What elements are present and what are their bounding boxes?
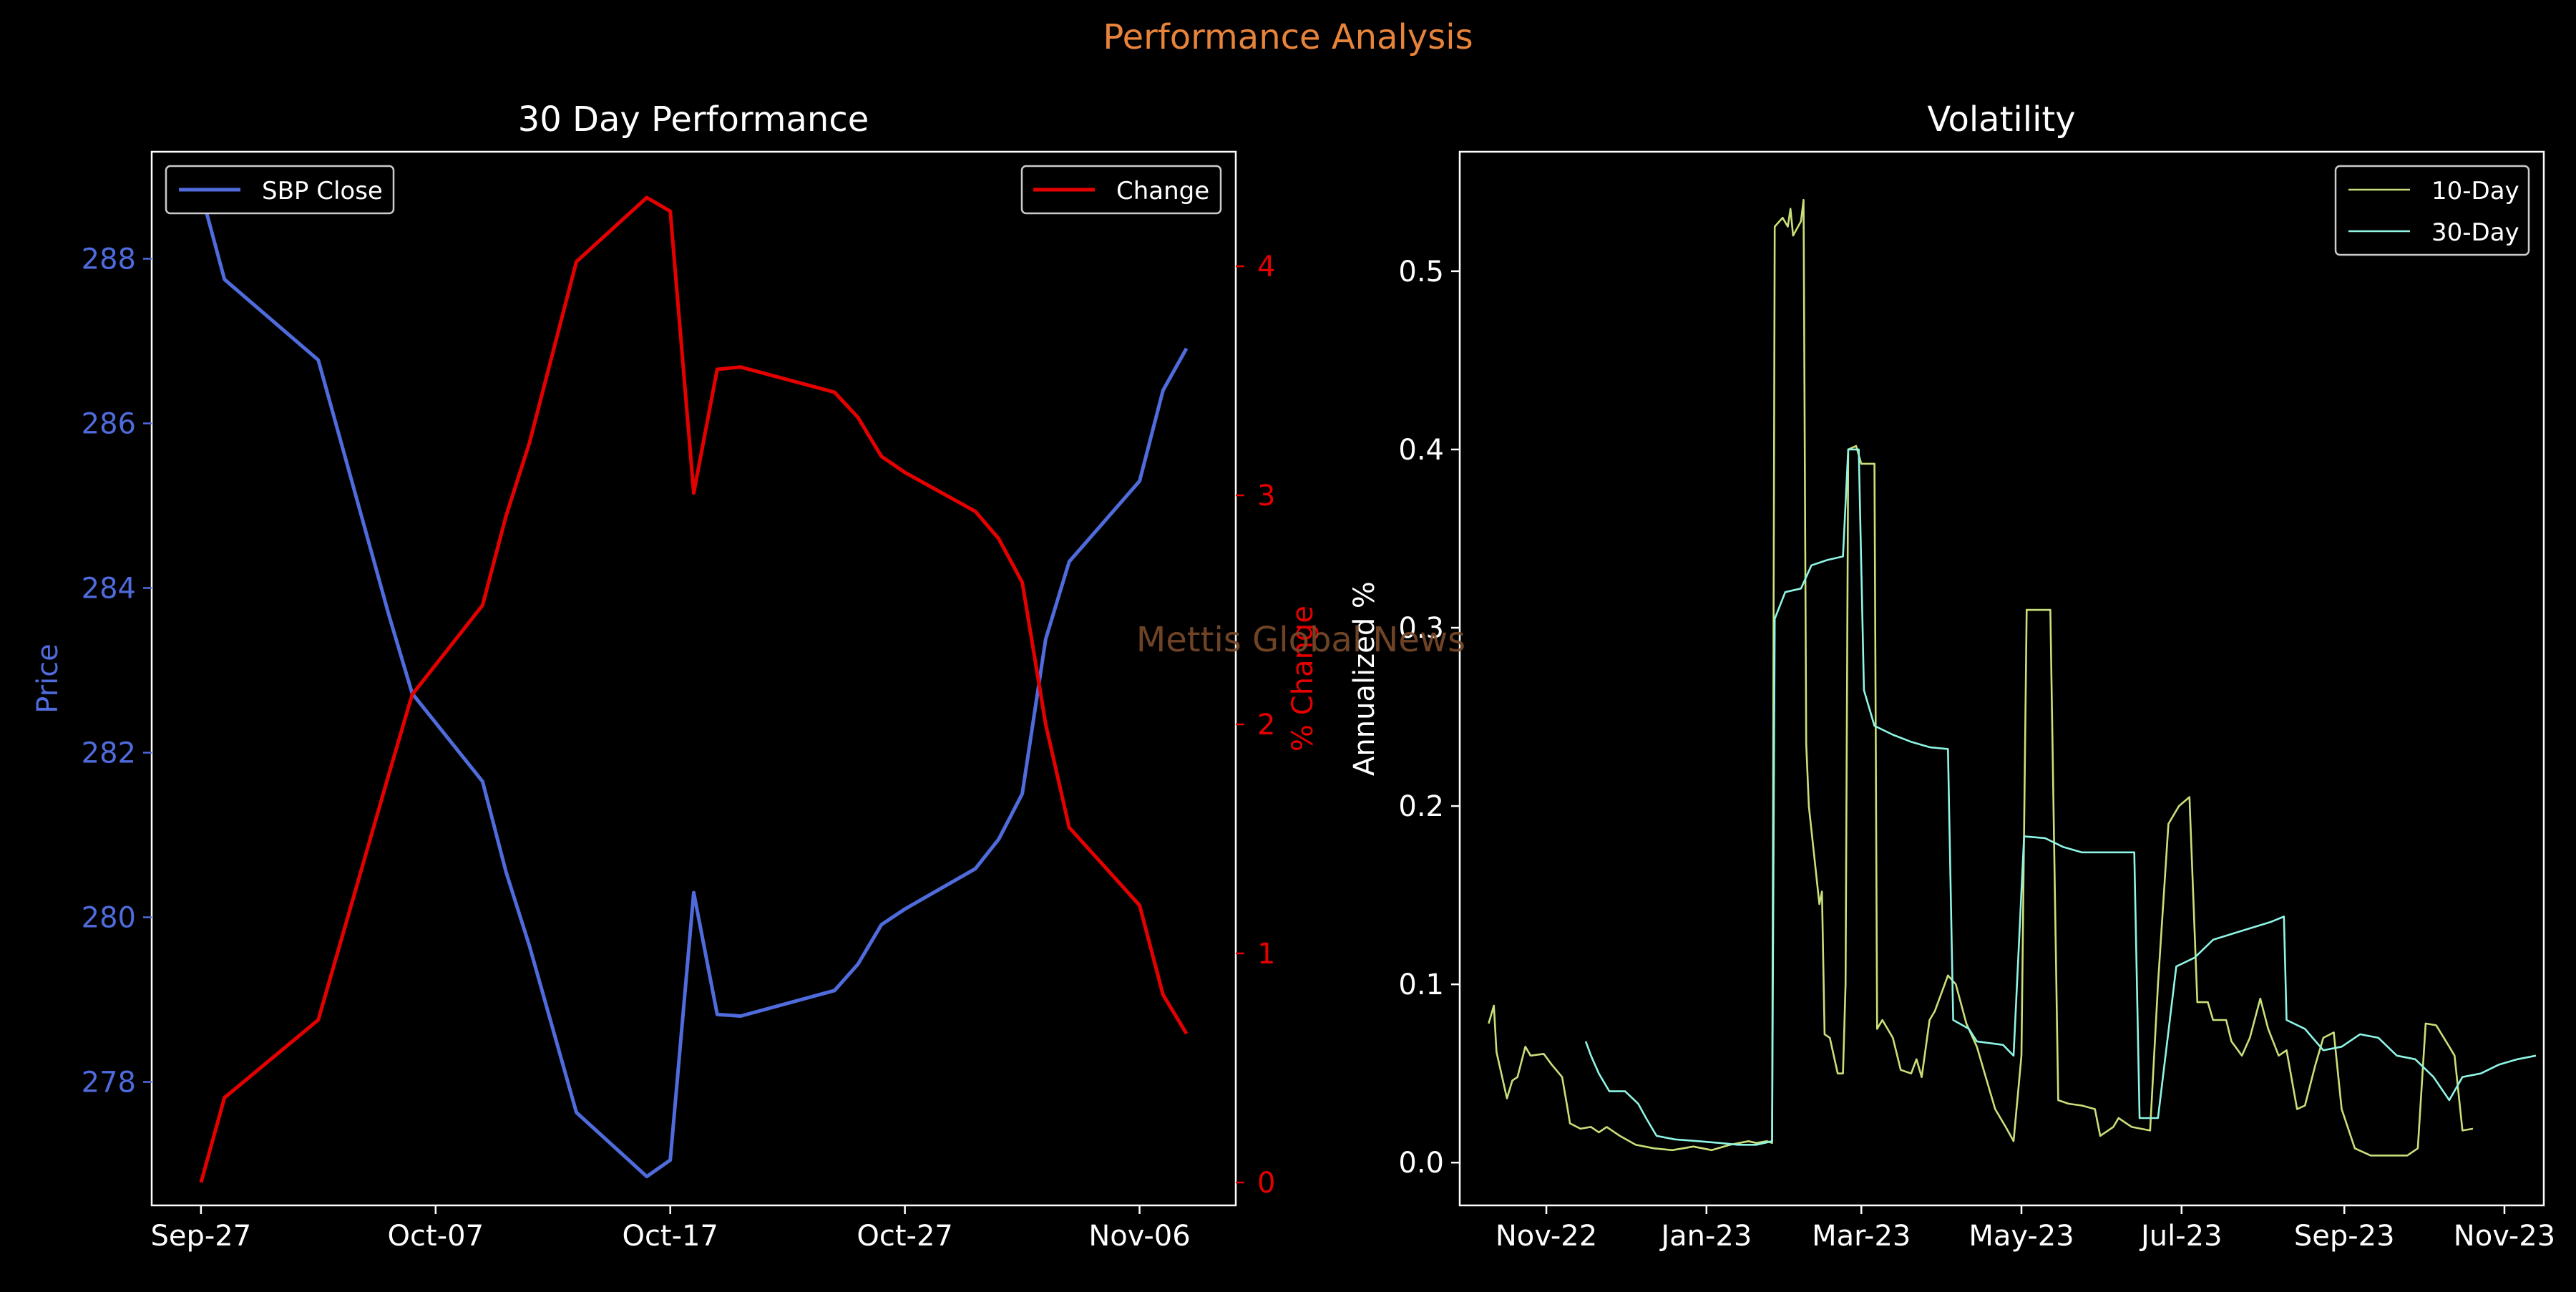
- price-tick-label: 278: [82, 1067, 136, 1099]
- x-tick-label: Nov-06: [1088, 1220, 1190, 1253]
- volatility-plot-frame: [1458, 150, 2545, 1207]
- vol-x-tick-label: May-23: [1968, 1220, 2074, 1253]
- change-tick-label: 3: [1257, 480, 1275, 513]
- performance-plot-frame: [150, 150, 1237, 1207]
- figure-suptitle: Performance Analysis: [1103, 17, 1473, 57]
- x-tick-label: Oct-27: [857, 1220, 953, 1253]
- change-series-line: [199, 195, 1189, 1183]
- change-tick-label: 1: [1257, 938, 1275, 971]
- change-tick-label: 4: [1257, 251, 1275, 283]
- price-legend-label: SBP Close: [262, 177, 383, 205]
- change-legend-label: Change: [1116, 177, 1209, 205]
- vol-x-tick-label: Nov-23: [2454, 1220, 2555, 1253]
- change-legend-box: [1020, 165, 1222, 215]
- volatility-axis-label: Annualized %: [1348, 581, 1381, 776]
- volatility-legend-box: [2334, 165, 2530, 256]
- vol-y-tick-label: 0.4: [1398, 434, 1444, 467]
- vol-y-tick-label: 0.1: [1398, 968, 1444, 1001]
- vol-30day-legend-label: 30-Day: [2431, 218, 2519, 247]
- price-tick-label: 286: [82, 408, 136, 441]
- volatility-axes: Nov-22 Jan-23 Mar-23 May-23 Jul-23 Sep-23 Nov-…: [1398, 150, 2555, 1253]
- watermark-text: Mettis Global News: [1136, 620, 1465, 660]
- vol-x-tick-label: Mar-23: [1812, 1220, 1911, 1253]
- performance-panel: 30 Day Performance Sep-27 Oct-07 Oct-17 Oct…: [31, 99, 1319, 1253]
- price-tick-label: 282: [82, 737, 136, 770]
- vol-10day-line: [1488, 198, 2474, 1157]
- change-tick-label: 2: [1257, 709, 1275, 742]
- change-tick-label: 0: [1257, 1167, 1275, 1200]
- price-series-line: [199, 191, 1189, 1179]
- change-axis-label: % Change: [1287, 606, 1319, 752]
- performance-title: 30 Day Performance: [518, 99, 869, 140]
- price-axis-label: Price: [31, 643, 64, 714]
- x-tick-label: Oct-07: [388, 1220, 484, 1253]
- price-tick-label: 280: [82, 902, 136, 935]
- vol-y-tick-label: 0.5: [1398, 256, 1444, 288]
- price-legend-box: [165, 165, 395, 215]
- volatility-legend: 10-Day 30-Day: [2334, 165, 2530, 256]
- vol-30day-line: [1584, 448, 2537, 1146]
- volatility-title: Volatility: [1927, 99, 2075, 140]
- change-legend: Change: [1020, 165, 1222, 215]
- price-tick-label: 288: [82, 243, 136, 276]
- volatility-lines: [1488, 198, 2537, 1157]
- price-legend: SBP Close: [165, 165, 395, 215]
- x-tick-label: Sep-27: [150, 1220, 251, 1253]
- vol-y-tick-label: 0.2: [1398, 790, 1444, 823]
- vol-10day-legend-label: 10-Day: [2431, 177, 2519, 205]
- vol-y-tick-label: 0.0: [1398, 1147, 1444, 1180]
- vol-x-tick-label: Jan-23: [1659, 1220, 1752, 1253]
- performance-lines: [199, 191, 1189, 1183]
- vol-x-tick-label: Jul-23: [2139, 1220, 2223, 1253]
- price-tick-label: 284: [82, 573, 136, 606]
- vol-x-tick-label: Nov-22: [1496, 1220, 1597, 1253]
- volatility-panel: Volatility Nov-22 Jan-23 Mar-23 May-23 Jul-2…: [1348, 99, 2555, 1253]
- performance-axes: Sep-27 Oct-07 Oct-17 Oct-27 Nov-06 278 280 282 2…: [82, 150, 1275, 1253]
- vol-y-tick-label: 0.3: [1398, 612, 1444, 645]
- x-tick-label: Oct-17: [622, 1220, 718, 1253]
- vol-x-tick-label: Sep-23: [2294, 1220, 2395, 1253]
